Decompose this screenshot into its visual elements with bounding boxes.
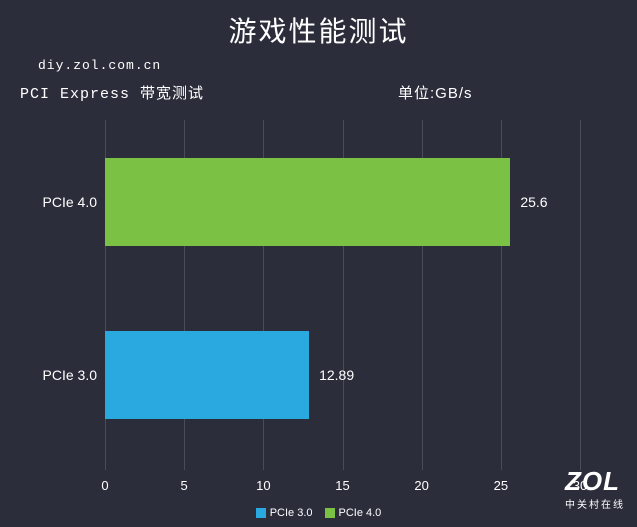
category-label: PCIe 4.0 (43, 194, 97, 210)
bar (105, 158, 510, 246)
x-tick: 0 (101, 478, 108, 493)
legend-label: PCIe 3.0 (270, 507, 313, 519)
legend: PCIe 3.0 PCIe 4.0 (0, 507, 637, 521)
plot-area: 05101520253025.612.89 (105, 120, 580, 470)
source-url: diy.zol.com.cn (38, 58, 161, 73)
watermark-sub: 中关村在线 (565, 496, 625, 511)
unit-label: 单位:GB/s (398, 82, 473, 103)
bar-value-label: 25.6 (520, 194, 547, 210)
chart-subtitle: PCI Express 带宽测试 (20, 82, 204, 103)
watermark: ZOL 中关村在线 (565, 468, 625, 511)
x-tick: 5 (181, 478, 188, 493)
x-tick: 25 (494, 478, 508, 493)
gridline (580, 120, 581, 470)
x-tick: 15 (335, 478, 349, 493)
legend-label: PCIe 4.0 (339, 507, 382, 519)
legend-swatch (325, 508, 335, 518)
chart-title: 游戏性能测试 (0, 0, 637, 50)
x-tick: 20 (414, 478, 428, 493)
legend-swatch (256, 508, 266, 518)
bar-value-label: 12.89 (319, 367, 354, 383)
legend-item: PCIe 3.0 (256, 507, 313, 519)
x-tick: 10 (256, 478, 270, 493)
category-label: PCIe 3.0 (43, 367, 97, 383)
legend-item: PCIe 4.0 (325, 507, 382, 519)
bar (105, 331, 309, 419)
watermark-logo: ZOL (565, 468, 625, 494)
